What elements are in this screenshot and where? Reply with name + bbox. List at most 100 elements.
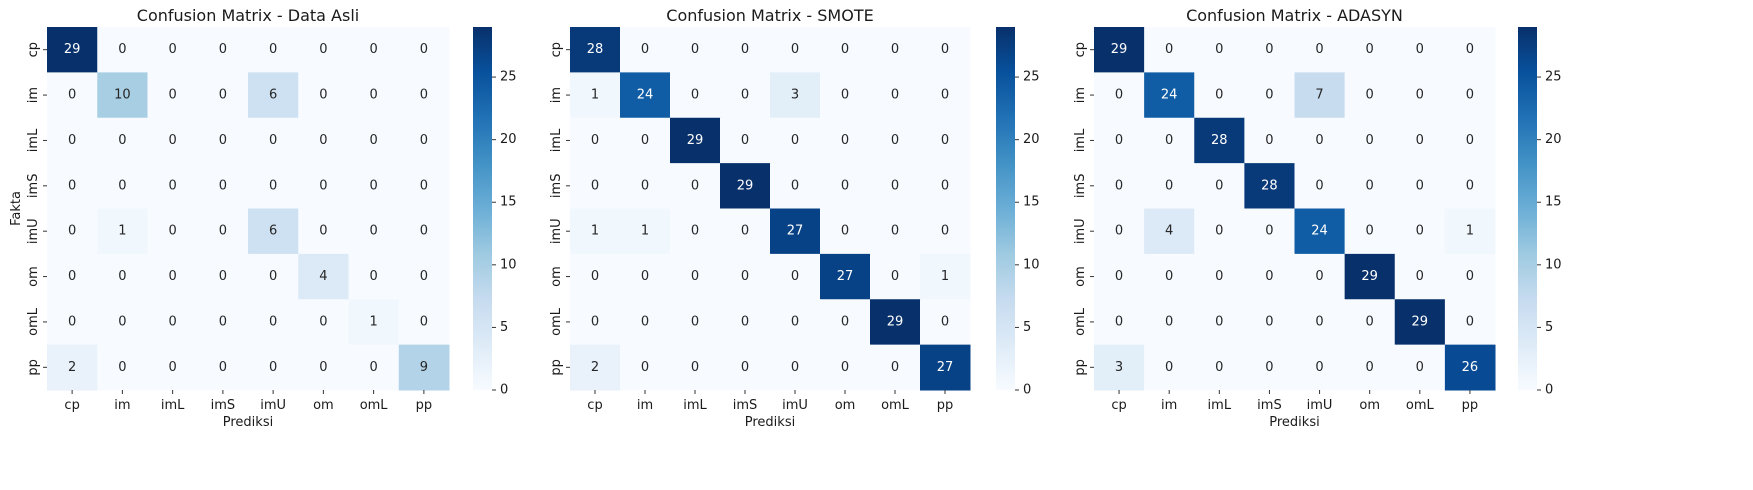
heatmap-cell-p2-r2-c0 [1094, 117, 1145, 164]
colorbar-tick-label-p0-0: 0 [500, 383, 508, 398]
heatmap-cell-p0-r3-c0 [47, 163, 98, 210]
heatmap-cell-p2-r2-c4 [1294, 117, 1346, 164]
colorbar-tick-label-p1-1: 5 [1023, 320, 1031, 335]
colorbar-tick-label-p1-2: 10 [1023, 257, 1040, 272]
heatmap-cell-p0-r4-c2 [147, 208, 199, 255]
x-tick-label-p1-0: cp [587, 398, 602, 413]
cell-value-p2-r7-c3: 0 [1265, 360, 1273, 375]
heatmap-cell-p1-r7-c3 [720, 344, 771, 391]
cell-value-p0-r6-c4: 0 [269, 314, 277, 329]
heatmap-cell-p0-r4-c5 [298, 208, 349, 255]
heatmap-cell-p0-r6-c4 [248, 299, 299, 346]
colorbar-tick-label-p1-3: 15 [1023, 195, 1040, 210]
cell-value-p0-r2-c6: 0 [369, 133, 377, 148]
x-tick-label-p2-1: im [1161, 398, 1177, 413]
y-tick-label-p2-0: cp [1073, 42, 1088, 57]
heatmap-cell-p2-r7-c0 [1094, 344, 1145, 391]
cell-value-p0-r5-c5: 4 [319, 269, 327, 284]
heatmap-cell-p0-r3-c4 [248, 163, 299, 210]
cell-value-p1-r3-c3: 29 [737, 178, 754, 193]
heatmap-cell-p0-r2-c1 [97, 117, 148, 164]
heatmap-cell-p0-r4-c6 [348, 208, 400, 255]
cell-value-p2-r6-c7: 0 [1466, 314, 1474, 329]
cell-value-p1-r1-c0: 1 [591, 88, 599, 103]
cell-value-p2-r3-c0: 0 [1115, 178, 1123, 193]
cell-value-p2-r3-c6: 0 [1416, 178, 1424, 193]
cell-value-p1-r5-c0: 0 [591, 269, 599, 284]
heatmap-cell-p2-r2-c5 [1344, 117, 1396, 164]
heatmap-cell-p0-r7-c1 [97, 344, 148, 391]
y-tick-label-p0-5: om [26, 266, 41, 287]
cell-value-p0-r0-c6: 0 [369, 42, 377, 57]
heatmap-cell-p2-r7-c7 [1444, 344, 1496, 391]
heatmap-cell-p1-r1-c5 [820, 72, 871, 119]
heatmap-cell-p1-r6-c3 [720, 299, 771, 346]
cell-value-p0-r0-c4: 0 [269, 42, 277, 57]
heatmap-cell-p1-r0-c4 [770, 27, 821, 73]
heatmap-cell-p0-r1-c4 [248, 72, 299, 119]
cell-value-p0-r3-c2: 0 [168, 178, 176, 193]
colorbar-tick-label-p0-5: 25 [500, 70, 517, 85]
cell-value-p2-r3-c1: 0 [1165, 178, 1173, 193]
cell-value-p2-r3-c2: 0 [1215, 178, 1223, 193]
cell-value-p0-r4-c1: 1 [118, 224, 126, 239]
cell-value-p1-r3-c5: 0 [841, 178, 849, 193]
heatmap-cell-p2-r6-c1 [1144, 299, 1195, 346]
heatmap-cell-p0-r3-c1 [97, 163, 148, 210]
heatmap-cell-p0-r5-c0 [47, 253, 98, 300]
cell-value-p0-r7-c6: 0 [369, 360, 377, 375]
heatmap-cell-p0-r7-c5 [298, 344, 349, 391]
cell-value-p2-r3-c4: 0 [1315, 178, 1323, 193]
heatmap-cell-p0-r4-c1 [97, 208, 148, 255]
cell-value-p1-r6-c4: 0 [791, 314, 799, 329]
heatmap-cell-p2-r4-c5 [1344, 208, 1396, 255]
cell-value-p0-r0-c7: 0 [420, 42, 428, 57]
heatmap-cell-p2-r6-c7 [1444, 299, 1496, 346]
heatmap-cell-p2-r1-c3 [1244, 72, 1296, 119]
cell-value-p1-r4-c1: 1 [641, 224, 649, 239]
cell-value-p1-r1-c4: 3 [791, 88, 799, 103]
cell-value-p1-r0-c1: 0 [641, 42, 649, 57]
heatmap-cell-p2-r5-c7 [1444, 253, 1496, 300]
heatmap-cell-p1-r6-c2 [670, 299, 721, 346]
cell-value-p0-r7-c2: 0 [168, 360, 176, 375]
cell-value-p2-r5-c1: 0 [1165, 269, 1173, 284]
cell-value-p2-r6-c0: 0 [1115, 314, 1123, 329]
heatmap-cell-p0-r1-c7 [398, 72, 450, 119]
heatmap-cell-p2-r1-c5 [1344, 72, 1396, 119]
cell-value-p1-r2-c2: 29 [687, 133, 704, 148]
heatmap-cell-p2-r5-c5 [1344, 253, 1396, 300]
heatmap-cell-p1-r0-c6 [870, 27, 921, 73]
cell-value-p2-r2-c3: 0 [1265, 133, 1273, 148]
cell-value-p1-r2-c7: 0 [941, 133, 949, 148]
heatmap-cell-p2-r5-c0 [1094, 253, 1145, 300]
cell-value-p2-r2-c6: 0 [1416, 133, 1424, 148]
heatmap-cell-p2-r4-c0 [1094, 208, 1145, 255]
x-tick-label-p1-2: imL [683, 398, 707, 413]
chart-title-p2: Confusion Matrix - ADASYN [1186, 6, 1403, 25]
cell-value-p2-r6-c2: 0 [1215, 314, 1223, 329]
heatmap-cell-p1-r0-c7 [920, 27, 971, 73]
colorbar-tick-label-p0-1: 5 [500, 320, 508, 335]
x-tick-label-p2-2: imL [1208, 398, 1232, 413]
heatmap-cell-p2-r1-c4 [1294, 72, 1346, 119]
y-tick-label-p2-6: omL [1073, 307, 1088, 336]
cell-value-p2-r2-c1: 0 [1165, 133, 1173, 148]
cell-value-p1-r4-c6: 0 [891, 224, 899, 239]
cell-value-p1-r5-c5: 27 [837, 269, 854, 284]
x-tick-label-p0-6: omL [360, 398, 389, 413]
y-tick-label-p1-4: imU [549, 218, 564, 244]
x-tick-label-p1-7: pp [937, 398, 954, 413]
cell-value-p1-r5-c1: 0 [641, 269, 649, 284]
x-tick-label-p1-3: imS [733, 398, 758, 413]
cell-value-p0-r4-c5: 0 [319, 224, 327, 239]
cell-value-p2-r5-c2: 0 [1215, 269, 1223, 284]
cell-value-p0-r0-c1: 0 [118, 42, 126, 57]
x-tick-label-p1-4: imU [782, 398, 808, 413]
heatmap-cell-p2-r1-c6 [1394, 72, 1446, 119]
heatmap-cell-p2-r6-c6 [1394, 299, 1446, 346]
y-tick-label-p2-1: im [1073, 87, 1088, 103]
colorbar-p0 [473, 27, 492, 390]
heatmap-cell-p0-r0-c5 [298, 27, 349, 73]
cell-value-p2-r1-c6: 0 [1416, 88, 1424, 103]
